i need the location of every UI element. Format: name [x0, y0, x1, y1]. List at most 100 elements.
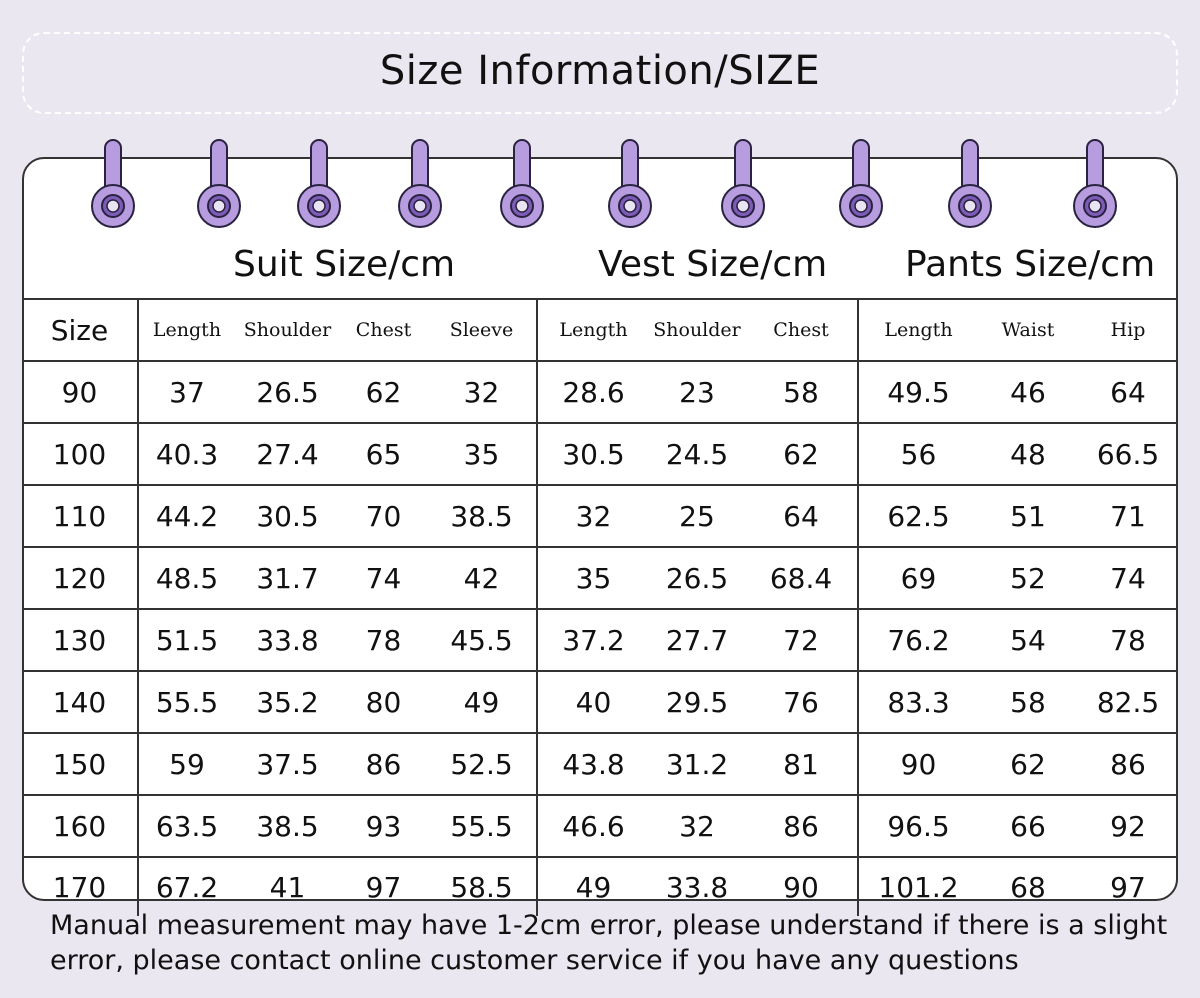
- vest-shoulder-cell: 33.8: [649, 856, 745, 916]
- pants-waist-cell: 51: [978, 484, 1078, 547]
- suit-shoulder-cell: 38.5: [235, 794, 340, 857]
- pants-waist-cell: 54: [978, 608, 1078, 671]
- suit-shoulder-header: Shoulder: [235, 298, 340, 361]
- pants-length-cell: 96.5: [858, 794, 978, 857]
- vest-chest-cell: 72: [745, 608, 859, 671]
- binder-ring-icon: [88, 138, 138, 253]
- suit-length-cell: 63.5: [138, 794, 235, 857]
- binder-ring-icon: [945, 138, 995, 253]
- vest-length-cell: 46.6: [537, 794, 649, 857]
- suit-chest-cell: 74: [340, 546, 427, 609]
- suit-length-cell: 37: [138, 360, 235, 423]
- title-frame: [22, 32, 1178, 114]
- vest-shoulder-cell: 24.5: [649, 422, 745, 485]
- size-cell: 160: [22, 794, 139, 857]
- suit-shoulder-cell: 37.5: [235, 732, 340, 795]
- size-cell: 130: [22, 608, 139, 671]
- binder-ring-icon: [294, 138, 344, 253]
- suit-length-cell: 44.2: [138, 484, 235, 547]
- suit-sleeve-cell: 49: [427, 670, 538, 733]
- suit-sleeve-cell: 38.5: [427, 484, 538, 547]
- vest-chest-cell: 62: [745, 422, 859, 485]
- page-title: Size Information/SIZE: [379, 48, 821, 94]
- pants-length-cell: 101.2: [858, 856, 978, 916]
- vest-shoulder-cell: 23: [649, 360, 745, 423]
- vest-shoulder-cell: 26.5: [649, 546, 745, 609]
- table-row: 100 40.3 27.4 65 35 30.5 24.5 62 56 48 66.5: [22, 422, 1178, 485]
- size-table: Size Length Shoulder Chest Sleeve Length…: [22, 298, 1178, 916]
- vest-shoulder-cell: 29.5: [649, 670, 745, 733]
- suit-length-header: Length: [138, 298, 235, 361]
- pants-hip-cell: 74: [1078, 546, 1178, 609]
- suit-chest-cell: 86: [340, 732, 427, 795]
- suit-chest-cell: 70: [340, 484, 427, 547]
- vest-shoulder-cell: 32: [649, 794, 745, 857]
- suit-chest-cell: 62: [340, 360, 427, 423]
- pants-waist-cell: 58: [978, 670, 1078, 733]
- vest-chest-cell: 86: [745, 794, 859, 857]
- table-row: 120 48.5 31.7 74 42 35 26.5 68.4 69 52 74: [22, 546, 1178, 609]
- suit-sleeve-cell: 52.5: [427, 732, 538, 795]
- vest-length-cell: 28.6: [537, 360, 649, 423]
- binder-ring-icon: [1070, 138, 1120, 253]
- size-cell: 150: [22, 732, 139, 795]
- pants-waist-cell: 68: [978, 856, 1078, 916]
- suit-length-cell: 48.5: [138, 546, 235, 609]
- suit-sleeve-cell: 42: [427, 546, 538, 609]
- pants-hip-cell: 78: [1078, 608, 1178, 671]
- measurement-note: Manual measurement may have 1-2cm error,…: [50, 910, 1168, 976]
- pants-hip-cell: 92: [1078, 794, 1178, 857]
- binder-ring-icon: [194, 138, 244, 253]
- suit-chest-cell: 97: [340, 856, 427, 916]
- pants-length-cell: 62.5: [858, 484, 978, 547]
- suit-shoulder-cell: 33.8: [235, 608, 340, 671]
- vest-shoulder-header: Shoulder: [649, 298, 745, 361]
- pants-waist-cell: 48: [978, 422, 1078, 485]
- binder-ring-icon: [605, 138, 655, 253]
- pants-hip-cell: 86: [1078, 732, 1178, 795]
- suit-sleeve-cell: 55.5: [427, 794, 538, 857]
- vest-section-title: Vest Size/cm: [598, 244, 828, 285]
- pants-waist-cell: 62: [978, 732, 1078, 795]
- suit-sleeve-header: Sleeve: [427, 298, 538, 361]
- pants-hip-cell: 71: [1078, 484, 1178, 547]
- vest-length-cell: 37.2: [537, 608, 649, 671]
- pants-length-cell: 49.5: [858, 360, 978, 423]
- suit-sleeve-cell: 45.5: [427, 608, 538, 671]
- column-header-row: Size Length Shoulder Chest Sleeve Length…: [22, 298, 1178, 361]
- suit-shoulder-cell: 31.7: [235, 546, 340, 609]
- pants-hip-cell: 66.5: [1078, 422, 1178, 485]
- pants-length-cell: 76.2: [858, 608, 978, 671]
- vest-shoulder-cell: 31.2: [649, 732, 745, 795]
- vest-length-cell: 30.5: [537, 422, 649, 485]
- table-row: 170 67.2 41 97 58.5 49 33.8 90 101.2 68 97: [22, 856, 1178, 916]
- table-row: 130 51.5 33.8 78 45.5 37.2 27.7 72 76.2 54 78: [22, 608, 1178, 671]
- size-column-header: Size: [22, 298, 139, 361]
- suit-shoulder-cell: 35.2: [235, 670, 340, 733]
- suit-section-title: Suit Size/cm: [233, 244, 456, 285]
- suit-length-cell: 40.3: [138, 422, 235, 485]
- pants-section-title: Pants Size/cm: [905, 244, 1156, 285]
- table-row: 110 44.2 30.5 70 38.5 32 25 64 62.5 51 71: [22, 484, 1178, 547]
- size-cell: 140: [22, 670, 139, 733]
- vest-shoulder-cell: 27.7: [649, 608, 745, 671]
- pants-hip-cell: 82.5: [1078, 670, 1178, 733]
- suit-chest-cell: 65: [340, 422, 427, 485]
- suit-shoulder-cell: 30.5: [235, 484, 340, 547]
- suit-sleeve-cell: 32: [427, 360, 538, 423]
- vest-chest-header: Chest: [745, 298, 859, 361]
- suit-length-cell: 67.2: [138, 856, 235, 916]
- vest-chest-cell: 81: [745, 732, 859, 795]
- vest-chest-cell: 68.4: [745, 546, 859, 609]
- suit-length-cell: 55.5: [138, 670, 235, 733]
- vest-chest-cell: 90: [745, 856, 859, 916]
- pants-hip-cell: 64: [1078, 360, 1178, 423]
- size-cell: 100: [22, 422, 139, 485]
- suit-length-cell: 59: [138, 732, 235, 795]
- table-row: 140 55.5 35.2 80 49 40 29.5 76 83.3 58 82.5: [22, 670, 1178, 733]
- binder-ring-icon: [497, 138, 547, 253]
- pants-waist-cell: 66: [978, 794, 1078, 857]
- pants-hip-header: Hip: [1078, 298, 1178, 361]
- pants-waist-cell: 46: [978, 360, 1078, 423]
- pants-length-cell: 83.3: [858, 670, 978, 733]
